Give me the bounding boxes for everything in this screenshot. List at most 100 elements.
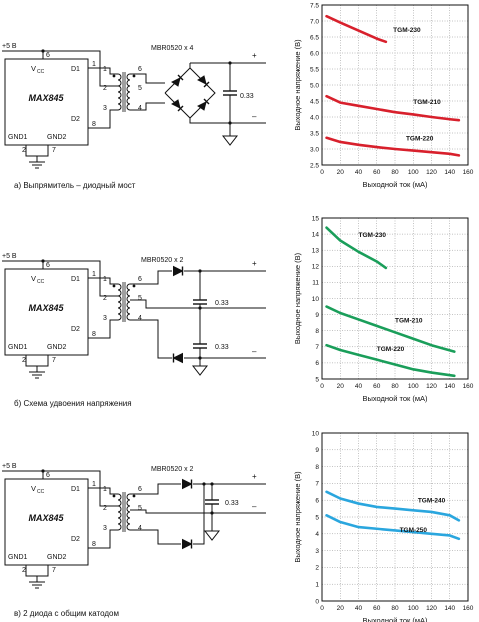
x-tick-label: 120 [426,383,437,390]
ic-vcc-label: V [31,64,36,73]
y-tick-label: 10 [312,430,320,437]
ic-d1-label: D1 [71,66,80,73]
secondary-wire [130,319,172,359]
output-minus: – [252,347,257,356]
ic-box [4,268,89,356]
y-tick-label: 13 [312,248,320,255]
ic-name: MAX845 [28,93,64,103]
diode-bar [203,81,210,88]
x-tick-label: 160 [463,605,474,612]
ic-box [4,58,89,146]
transformer-pin-2: 2 [103,505,107,512]
ic-d2-label: D2 [71,326,80,333]
secondary-coil [126,283,131,321]
output-negative-wire [189,118,266,124]
y-tick-label: 4.5 [310,98,319,105]
plot-frame [321,432,469,602]
chart-2: 0 20 40 60 80 100 120 140 160 5 6 7 8 9 10 11 12 13 14 15 TG… [293,215,474,403]
primary-top-wire [100,277,118,285]
ground-wire [25,145,49,157]
diode-triangle [172,352,183,364]
cathode-join-wire [193,484,205,545]
diode-triangle [182,478,193,490]
y-tick-label: 10 [312,296,320,303]
ic-pin-6: 6 [46,262,50,269]
bridge-diode-2 [197,75,210,88]
capacitor-value-1: 0.33 [215,300,229,307]
series-line-tgm-230 [325,226,388,270]
charts: 0 20 40 60 80 100 120 140 1602.53.03.54.04.55.05… [293,2,474,622]
ic-gnd1-label: GND1 [8,134,28,141]
polarity-dot [132,284,136,288]
polarity-dot [132,494,136,498]
y-tick-label: 11 [312,280,319,287]
circuit-caption: б) Схема удвоения напряжения [14,399,132,408]
y-tick-label: 4 [315,531,319,538]
output-capacitor [205,499,219,505]
primary-top-wire [100,67,118,75]
chart-1: 0 20 40 60 80 100 120 140 160 2.5 3.0 3.5 4.0 4.5 5.0 5… [293,2,474,189]
ic-pin-6: 6 [46,52,50,59]
diode-triangle [171,77,181,87]
circuit-caption: в) 2 диода с общим катодом [14,609,119,618]
ic-vcc-sub: CC [37,69,45,75]
output-plus: + [252,259,257,268]
common-cathode-diode-2 [182,538,193,550]
y-tick-label: 7 [315,481,319,488]
x-axis-label: Выходной ток (мА) [362,616,428,622]
transformer-pin-3: 3 [103,105,107,112]
junction-dot [202,482,206,486]
common-cathode-diode-1 [182,478,193,490]
ic-d1-label: D1 [71,276,80,283]
ic-gnd2-label: GND2 [47,134,67,141]
ground-wire [25,565,49,577]
polarity-dot [112,284,116,288]
y-tick-label: 8 [315,464,319,471]
x-tick-label: 0 [320,383,324,390]
series-line-tgm-230 [325,14,388,44]
series-line-tgm-210 [325,94,461,122]
series-line-tgm-220 [325,136,461,157]
output-plus: + [252,472,257,481]
y-tick-label: 5.0 [310,82,319,89]
y-tick-label: 5 [315,376,319,383]
ic-pin-8: 8 [92,331,96,338]
primary-top-wire [100,487,118,495]
polarity-dot [112,74,116,78]
ground-triangle [203,530,221,541]
y-tick-label: 15 [312,215,320,222]
diode-part-label: MBR0520 x 2 [151,466,194,473]
ic-pin-2: 2 [22,147,26,154]
x-tick-label: 0 [320,169,324,176]
y-axis-label: Выходное напряжение (В) [293,39,302,131]
bridge-diode-1 [171,74,184,87]
doubler-diode-2 [172,352,183,364]
ic-pin-1: 1 [92,481,96,488]
ic-pin-8: 8 [92,121,96,128]
ic-name: MAX845 [28,513,64,523]
series-label: TGM-220 [406,136,434,143]
diode-part-label: MBR0520 x 2 [141,257,184,264]
diode-triangle [197,101,207,111]
y-tick-label: 14 [312,231,320,238]
x-tick-label: 0 [320,605,324,612]
transformer-pin-2: 2 [103,85,107,92]
capacitor-value: 0.33 [240,93,254,100]
x-tick-label: 140 [444,605,455,612]
y-tick-label: 7.0 [310,18,319,25]
ic-vcc-sub: CC [37,279,45,285]
transformer-pin-5: 5 [138,85,142,92]
supply-label: +5 В [2,463,17,470]
plot-frame [321,217,469,380]
ic-d2-label: D2 [71,116,80,123]
x-tick-label: 20 [337,383,345,390]
x-tick-label: 20 [337,605,345,612]
x-tick-label: 100 [408,169,419,176]
ic-name: MAX845 [28,303,64,313]
circuit-caption: а) Выпрямитель – диодный мост [14,181,136,190]
x-tick-label: 120 [426,169,437,176]
